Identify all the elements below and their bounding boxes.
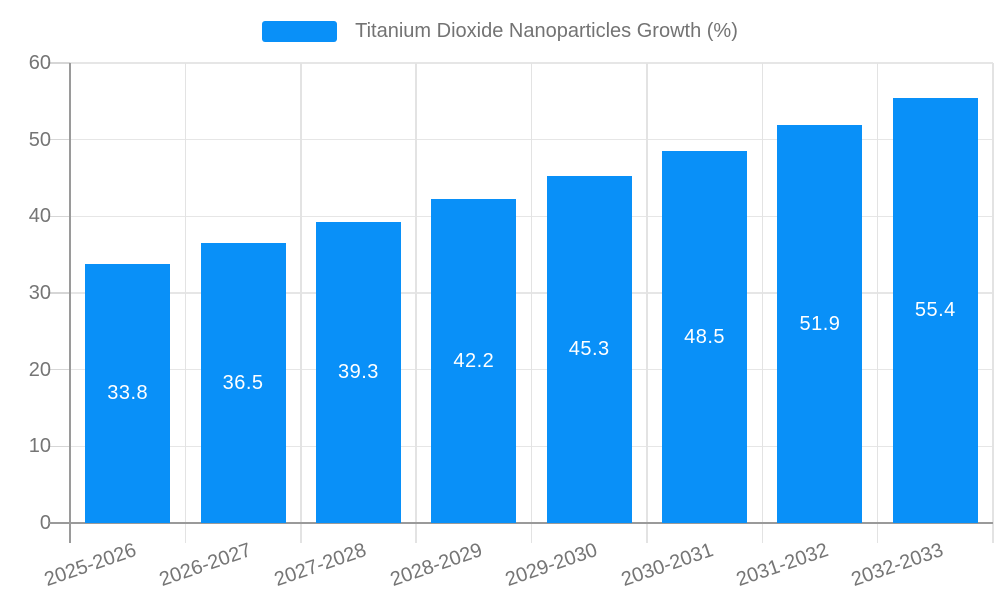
bar: 33.8 xyxy=(85,263,171,523)
gridline-vertical xyxy=(992,63,994,543)
bar: 55.4 xyxy=(892,98,978,523)
y-axis-tick-label: 60 xyxy=(28,52,51,74)
bar: 36.5 xyxy=(200,243,286,523)
y-axis-tick xyxy=(48,215,70,218)
y-axis-line xyxy=(69,63,71,543)
gridline-vertical xyxy=(415,63,417,543)
x-axis-line xyxy=(48,522,993,524)
gridline-vertical xyxy=(300,63,302,543)
y-axis-tick-label: 20 xyxy=(28,358,51,381)
gridline-vertical xyxy=(876,63,879,543)
bar: 42.2 xyxy=(431,199,517,523)
bar-value-label: 33.8 xyxy=(107,381,149,404)
bar-value-label: 48.5 xyxy=(684,325,726,348)
legend-swatch xyxy=(262,21,338,42)
y-axis-tick xyxy=(48,445,70,448)
y-axis-tick-label: 0 xyxy=(39,512,51,534)
bar-value-label: 45.3 xyxy=(568,337,610,360)
bar-value-label: 55.4 xyxy=(914,299,956,322)
y-axis-tick xyxy=(48,368,70,371)
legend-label: Titanium Dioxide Nanoparticles Growth (%… xyxy=(355,20,738,42)
y-axis-tick-label: 50 xyxy=(28,128,51,151)
y-axis-tick xyxy=(48,62,70,64)
y-axis-tick xyxy=(48,292,70,294)
gridline-vertical xyxy=(530,63,533,543)
bar: 51.9 xyxy=(777,125,863,523)
y-axis-tick xyxy=(48,138,70,141)
legend-item[interactable]: Titanium Dioxide Nanoparticles Growth (%… xyxy=(0,20,1000,43)
gridline-vertical xyxy=(646,63,648,543)
gridline-vertical xyxy=(184,63,187,543)
y-axis-tick-label: 30 xyxy=(28,282,51,304)
bar-value-label: 42.2 xyxy=(453,349,495,372)
bar-value-label: 36.5 xyxy=(222,371,264,394)
bar: 45.3 xyxy=(546,175,632,523)
bar-value-label: 51.9 xyxy=(799,312,841,335)
bar-value-label: 39.3 xyxy=(337,360,379,383)
y-axis-tick-label: 40 xyxy=(28,205,51,228)
bar: 39.3 xyxy=(315,221,401,523)
y-axis-tick-label: 10 xyxy=(28,435,51,458)
gridline-vertical xyxy=(761,63,763,543)
bar: 48.5 xyxy=(662,151,748,523)
